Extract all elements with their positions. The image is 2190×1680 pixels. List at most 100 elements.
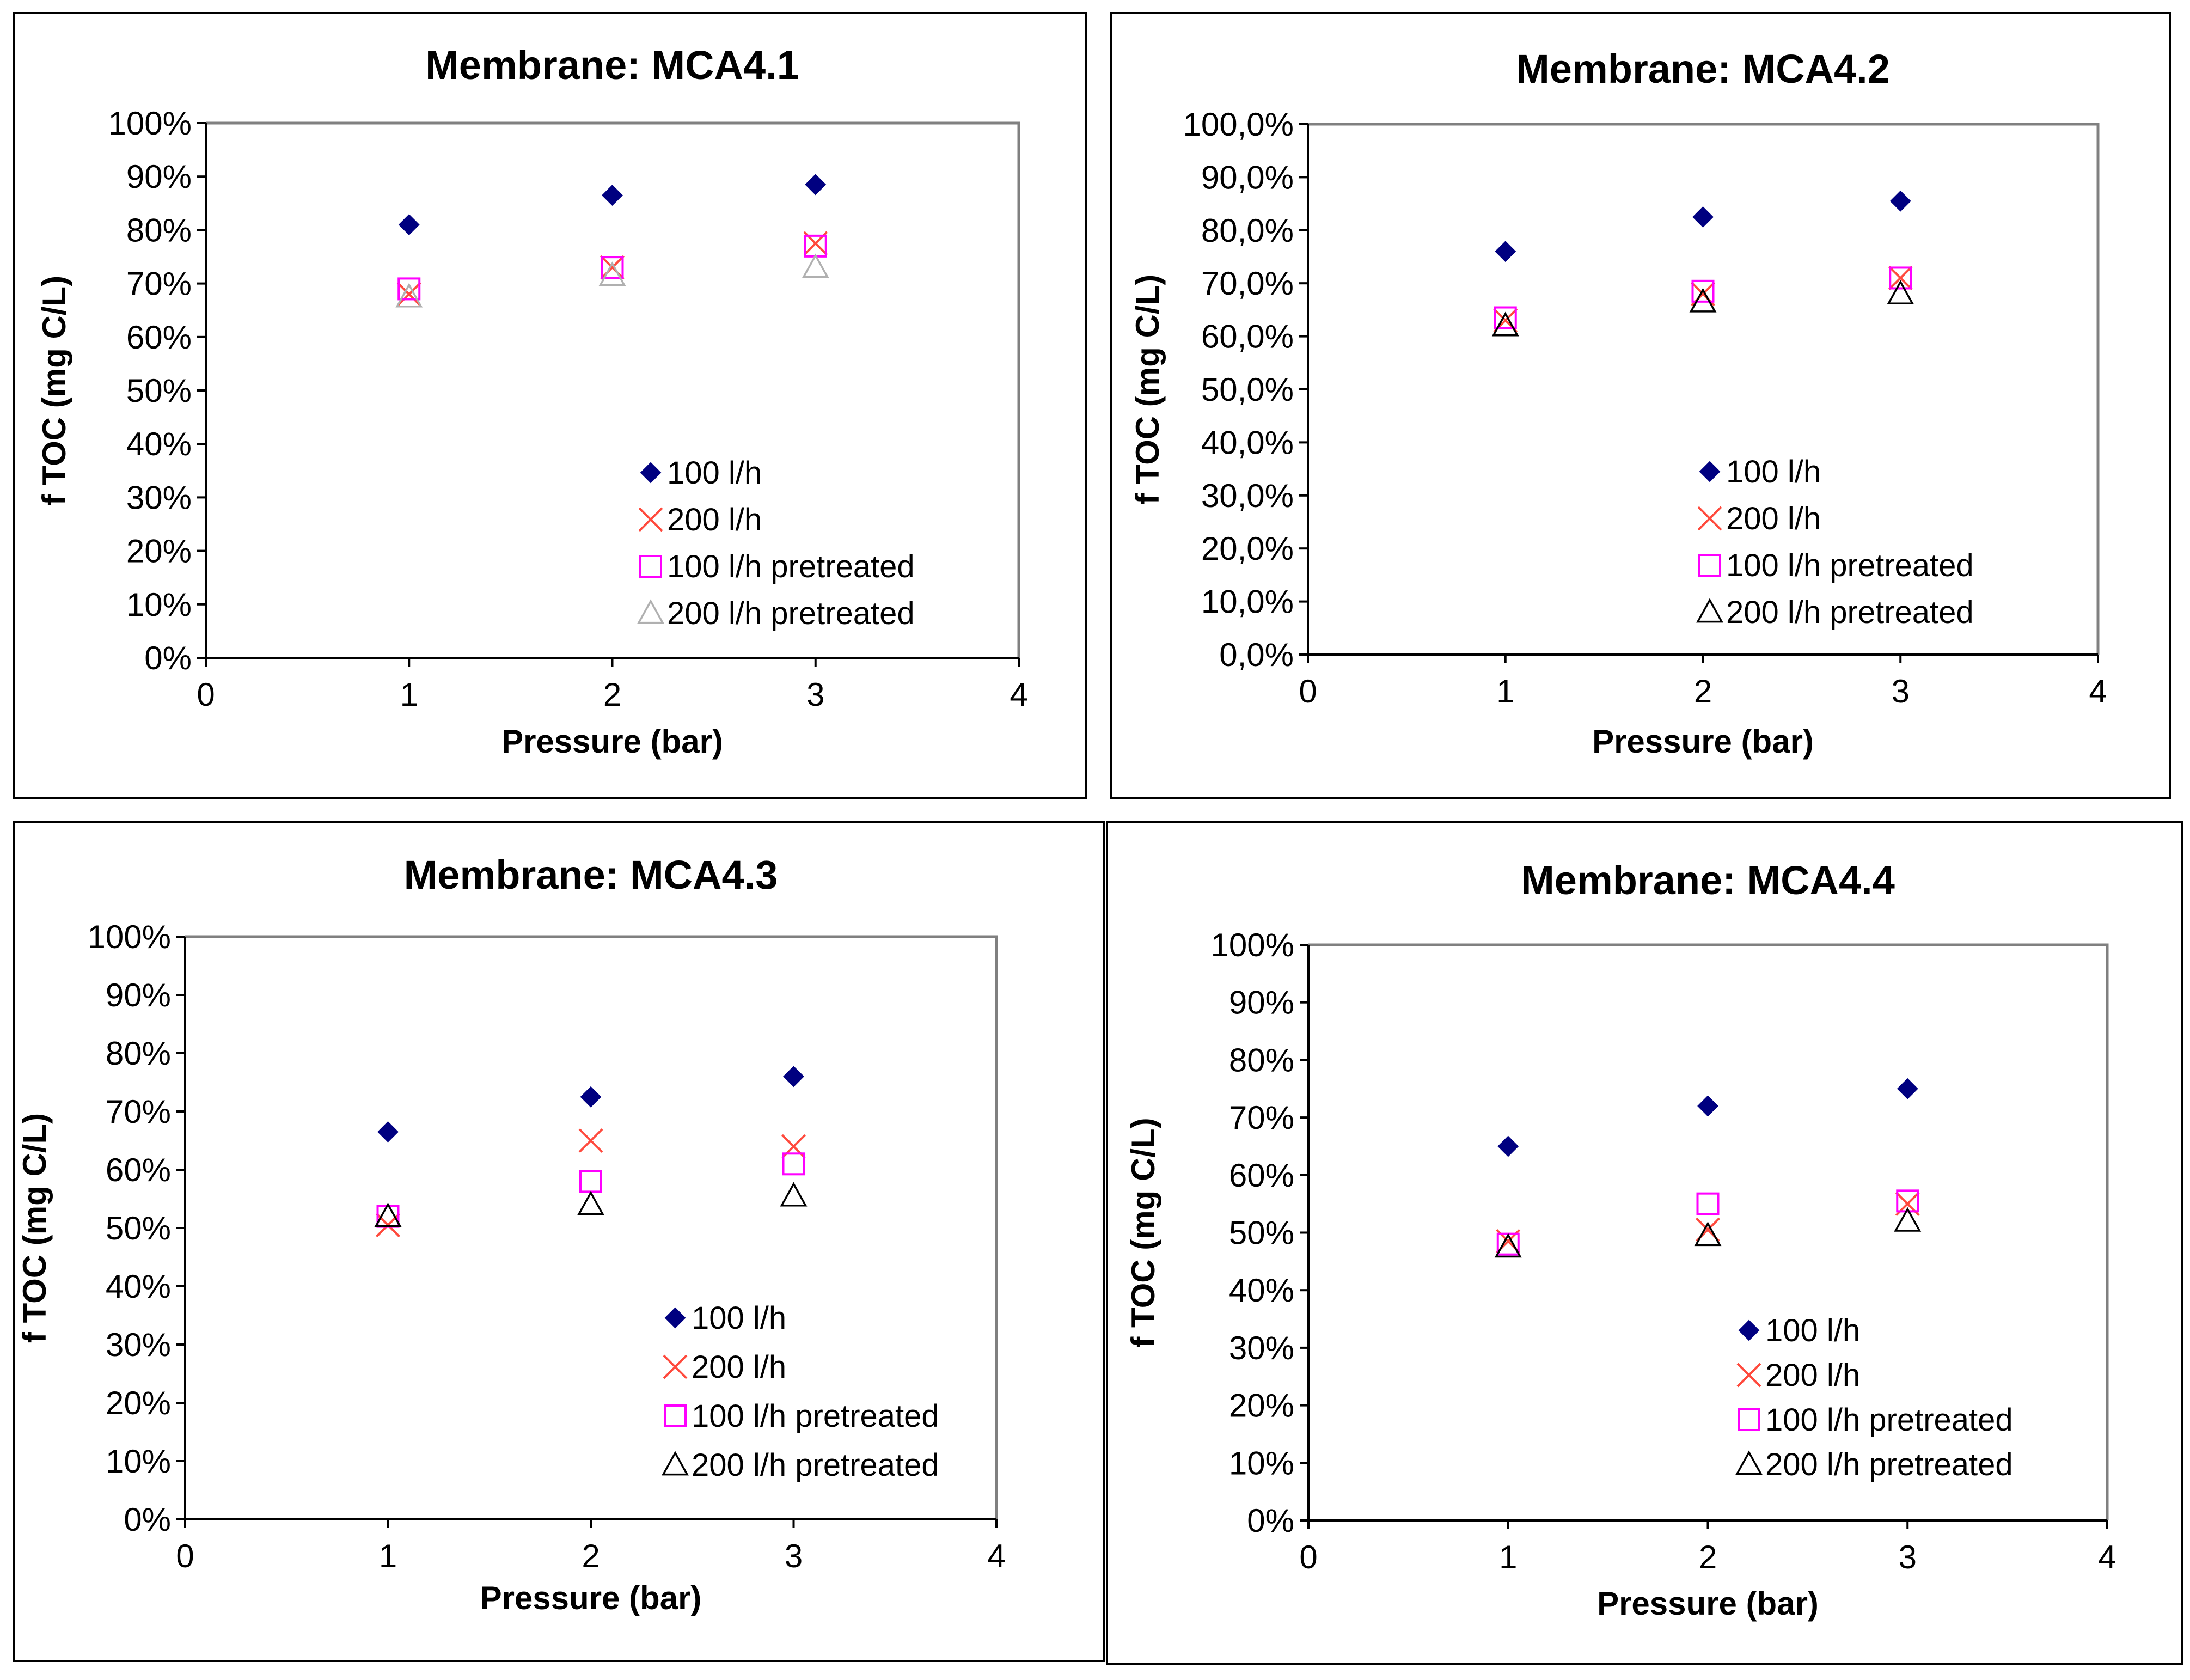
plot-area-frame — [1308, 943, 2109, 1520]
x-tick-label: 1 — [1499, 1539, 1517, 1575]
legend-marker-x — [1736, 1363, 1761, 1388]
x-axis-label: Pressure (bar) — [480, 1580, 702, 1616]
legend-entry: 100 l/h pretreated — [639, 549, 915, 584]
chart-title: Membrane: MCA4.4 — [1521, 858, 1895, 903]
x-tick-label: 2 — [582, 1538, 600, 1574]
data-point-diamond — [805, 174, 827, 196]
data-point-triangle — [1689, 288, 1717, 313]
legend: 100 l/h 200 l/h 100 l/h pretreated 200 l/h … — [1696, 454, 1974, 630]
x-tick-label: 3 — [785, 1538, 803, 1574]
y-tick-label: 10% — [126, 587, 192, 623]
x-axis-label: Pressure (bar) — [1592, 723, 1814, 760]
y-tick-label: 30% — [106, 1327, 171, 1363]
chart-panel-4: Membrane: MCA4.4 0% 10% 20% 30% 40% 50% 60% 70% 8… — [1106, 821, 2183, 1665]
chart-panel-1: Membrane: MCA4.1 0% 10% 20% 30% 40% 50% 60% 70% 8… — [13, 12, 1087, 799]
x-tick-label: 4 — [2098, 1539, 2116, 1575]
legend-marker-x — [663, 1354, 688, 1379]
x-tick-label: 4 — [2089, 673, 2107, 710]
legend-label: 200 l/h pretreated — [692, 1447, 939, 1483]
x-tick-label: 0 — [1299, 673, 1317, 710]
legend-entry: 200 l/h pretreated — [637, 596, 915, 631]
data-point-square — [397, 277, 421, 301]
y-tick-label: 40,0% — [1201, 424, 1294, 461]
y-tick-label: 0% — [144, 640, 192, 676]
data-point-x — [578, 1128, 603, 1153]
x-tick-label: 2 — [1694, 673, 1712, 710]
y-tick-label: 60,0% — [1201, 319, 1294, 355]
y-tick-label: 70% — [1229, 1099, 1294, 1136]
data-point-triangle — [395, 283, 423, 308]
legend-entry: 100 l/h — [664, 1300, 786, 1336]
data-point-diamond — [398, 214, 420, 235]
legend-label: 200 l/h pretreated — [1726, 595, 1974, 630]
y-tick-label: 40% — [1229, 1272, 1294, 1309]
chart-title: Membrane: MCA4.2 — [1516, 46, 1890, 91]
y-tick-label: 60% — [106, 1152, 171, 1188]
x-tick-label: 3 — [1899, 1539, 1917, 1575]
panel-border — [13, 821, 1105, 1662]
x-tick-label: 2 — [1699, 1539, 1717, 1575]
data-point-triangle — [1894, 1207, 1922, 1232]
y-tick-label: 70% — [106, 1093, 171, 1130]
panel-border — [1106, 821, 2183, 1665]
legend-marker-diamond — [1699, 461, 1721, 482]
data-point-square — [1696, 1192, 1720, 1215]
y-tick-label: 70,0% — [1201, 265, 1294, 302]
plot-area-frame — [206, 121, 1020, 658]
data-point-diamond — [1897, 1078, 1918, 1099]
y-axis-label: f TOC (mg C/L) — [36, 276, 72, 505]
chart-title: Membrane: MCA4.1 — [425, 42, 799, 88]
y-tick-label: 10,0% — [1201, 584, 1294, 620]
legend-label: 200 l/h — [1726, 501, 1821, 536]
y-tick-label: 80% — [126, 212, 192, 248]
legend-marker-triangle — [1735, 1450, 1763, 1475]
y-tick-label: 90,0% — [1201, 159, 1294, 196]
data-point-diamond — [1495, 241, 1516, 262]
data-point-square — [1691, 279, 1715, 303]
data-point-triangle — [802, 253, 829, 278]
x-tick-label: 1 — [1496, 673, 1514, 710]
data-point-triangle — [780, 1182, 808, 1207]
x-tick-label: 1 — [379, 1538, 397, 1574]
y-tick-label: 100% — [1211, 927, 1294, 963]
legend-entry: 100 l/h — [1699, 454, 1821, 490]
data-point-triangle — [374, 1202, 402, 1227]
legend-label: 100 l/h pretreated — [1765, 1402, 2013, 1438]
y-tick-label: 70% — [126, 266, 192, 302]
data-point-diamond — [1692, 206, 1714, 228]
x-tick-label: 0 — [1299, 1539, 1317, 1575]
legend-label: 200 l/h — [667, 502, 762, 537]
legend-label: 100 l/h pretreated — [692, 1398, 939, 1434]
data-point-x — [600, 255, 625, 280]
x-tick-label: 0 — [197, 676, 215, 713]
data-point-diamond — [602, 185, 623, 206]
chart-panel-2: Membrane: MCA4.2 0,0% 10,0% 20,0% 30,0% 40,0%… — [1110, 12, 2171, 799]
legend-entry: 200 l/h — [638, 502, 762, 537]
y-tick-label: 0,0% — [1219, 637, 1294, 673]
legend-entry: 200 l/h — [1736, 1358, 1860, 1393]
legend-label: 100 l/h — [1726, 454, 1821, 490]
data-point-square — [601, 256, 624, 279]
legend-label: 100 l/h — [1765, 1313, 1860, 1348]
data-point-square — [1889, 266, 1912, 290]
y-tick-label: 90% — [126, 158, 192, 195]
legend-marker-square — [1738, 1408, 1760, 1431]
legend-label: 200 l/h pretreated — [1765, 1447, 2013, 1482]
legend: 100 l/h 200 l/h 100 l/h pretreated 200 l/h … — [662, 1300, 939, 1483]
legend-label: 200 l/h — [692, 1349, 786, 1385]
y-tick-label: 50,0% — [1201, 371, 1294, 408]
data-point-x — [1888, 266, 1913, 290]
legend-entry: 200 l/h pretreated — [1735, 1447, 2013, 1482]
legend-marker-x — [1697, 506, 1722, 531]
y-tick-label: 30% — [126, 479, 192, 516]
legend-label: 200 l/h pretreated — [667, 596, 915, 631]
legend-entry: 100 l/h pretreated — [664, 1398, 939, 1434]
y-tick-label: 80% — [106, 1035, 171, 1072]
y-tick-label: 0% — [124, 1501, 171, 1538]
legend: 100 l/h 200 l/h 100 l/h pretreated 200 l/h … — [637, 455, 915, 631]
legend-marker-triangle — [637, 599, 664, 624]
legend-marker-diamond — [640, 462, 662, 484]
y-tick-label: 80,0% — [1201, 212, 1294, 249]
